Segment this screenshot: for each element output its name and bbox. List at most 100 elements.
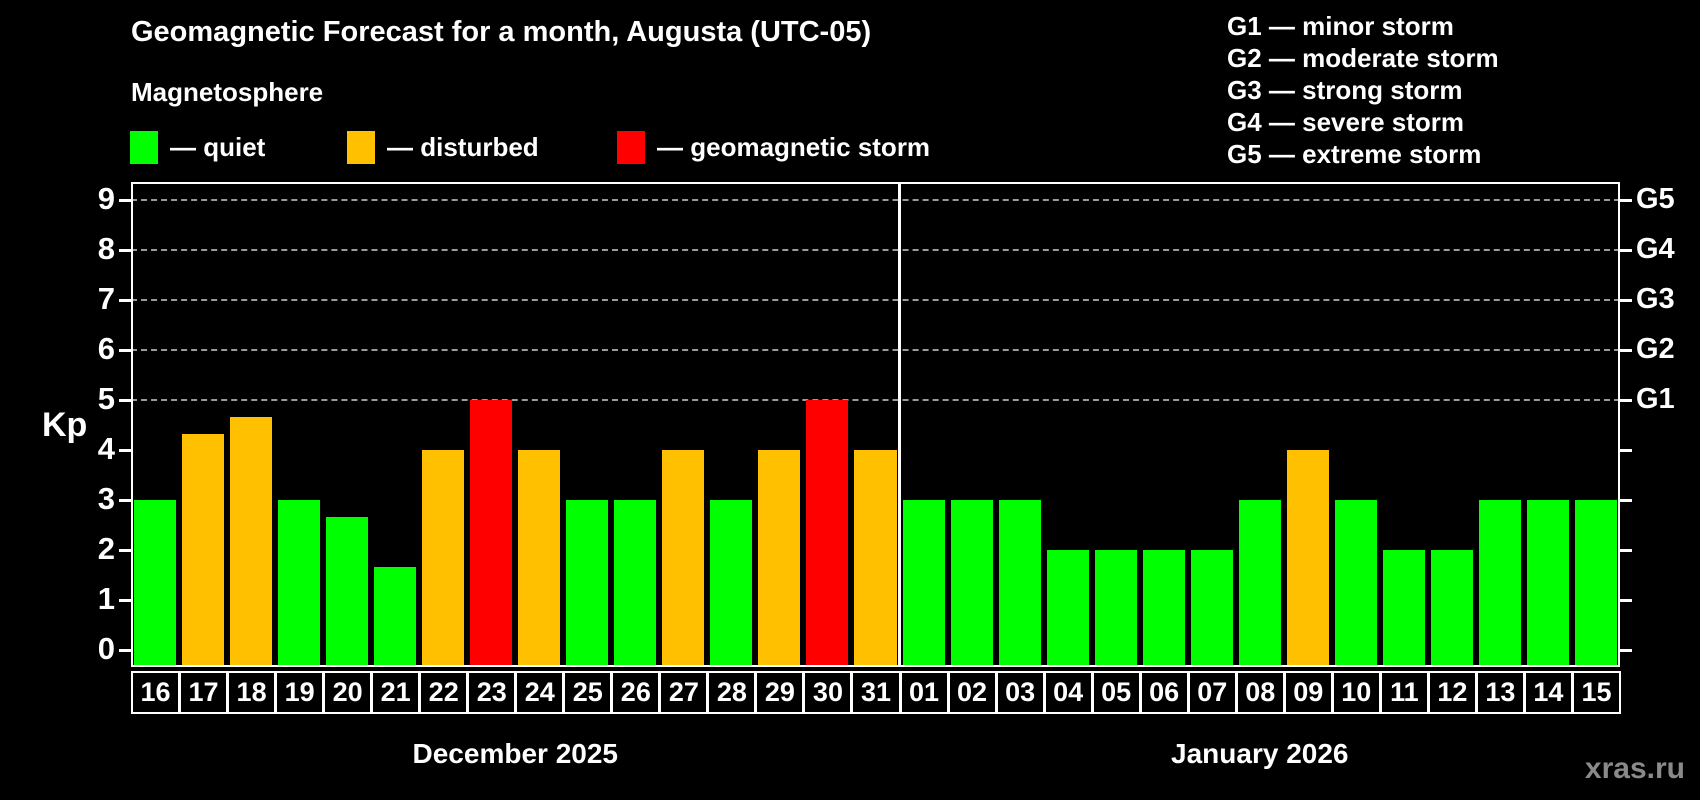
kp-bar-18 xyxy=(230,416,273,667)
day-label-27: 27 xyxy=(659,671,709,714)
left-axis-tick xyxy=(119,498,131,502)
day-label-06: 06 xyxy=(1139,671,1189,714)
kp-bar-25 xyxy=(566,500,609,667)
day-label-09: 09 xyxy=(1283,671,1333,714)
legend-item-label: — quiet xyxy=(170,131,266,162)
y-tick-label-2: 2 xyxy=(97,531,115,566)
y-axis-label-kp: Kp xyxy=(42,406,88,444)
kp-bar-06 xyxy=(1142,550,1185,667)
gridline-kp6 xyxy=(131,349,1620,351)
kp-bar-16 xyxy=(134,500,177,667)
legend-heading: Magnetosphere xyxy=(131,77,324,107)
kp-bar-17 xyxy=(182,433,225,667)
kp-bar-07 xyxy=(1190,550,1233,667)
kp-bar-22 xyxy=(422,450,465,667)
left-axis-tick xyxy=(119,398,131,402)
month-separator-line xyxy=(898,182,902,667)
y-tick-label-4: 4 xyxy=(97,431,115,466)
kp-bar-29 xyxy=(758,450,801,667)
legend-item-disturbed: — disturbed xyxy=(347,130,539,164)
right-axis-tick xyxy=(1620,198,1632,202)
storm-scale-item: G5 — extreme storm xyxy=(1227,139,1482,169)
day-label-12: 12 xyxy=(1427,671,1477,714)
kp-bar-08 xyxy=(1238,500,1281,667)
legend-item-storm: — geomagnetic storm xyxy=(617,130,930,164)
right-axis-tick xyxy=(1620,298,1632,302)
storm-scale-item: G1 — minor storm xyxy=(1227,11,1454,41)
kp-bar-09 xyxy=(1286,450,1329,667)
day-label-02: 02 xyxy=(947,671,997,714)
day-label-03: 03 xyxy=(995,671,1045,714)
g-scale-label-G4: G4 xyxy=(1636,233,1675,265)
right-axis-tick xyxy=(1620,448,1632,452)
watermark: xras.ru xyxy=(1584,752,1685,785)
day-label-08: 08 xyxy=(1235,671,1285,714)
y-tick-label-7: 7 xyxy=(97,281,115,316)
day-label-16: 16 xyxy=(131,671,181,714)
kp-bar-24 xyxy=(518,450,561,667)
left-axis-tick xyxy=(119,298,131,302)
kp-bar-15 xyxy=(1574,500,1617,667)
day-label-05: 05 xyxy=(1091,671,1141,714)
kp-bar-27 xyxy=(662,450,705,667)
y-tick-label-8: 8 xyxy=(97,231,115,266)
quiet-color-swatch xyxy=(130,130,158,164)
kp-bar-14 xyxy=(1526,500,1569,667)
day-label-26: 26 xyxy=(611,671,661,714)
kp-bar-13 xyxy=(1478,500,1521,667)
y-tick-label-5: 5 xyxy=(97,381,115,416)
kp-bar-30 xyxy=(806,400,849,667)
storm-scale-item: G2 — moderate storm xyxy=(1227,43,1499,73)
day-label-23: 23 xyxy=(467,671,517,714)
day-label-29: 29 xyxy=(755,671,805,714)
left-axis-tick xyxy=(119,598,131,602)
kp-bar-01 xyxy=(902,500,945,667)
kp-bar-31 xyxy=(854,450,897,667)
right-axis-tick xyxy=(1620,598,1632,602)
disturbed-color-swatch xyxy=(347,130,375,164)
day-label-25: 25 xyxy=(563,671,613,714)
day-label-17: 17 xyxy=(179,671,229,714)
day-label-15: 15 xyxy=(1571,671,1621,714)
day-label-31: 31 xyxy=(851,671,901,714)
day-label-28: 28 xyxy=(707,671,757,714)
right-axis-tick xyxy=(1620,348,1632,352)
day-label-14: 14 xyxy=(1523,671,1573,714)
plot-frame xyxy=(131,182,1620,667)
day-label-24: 24 xyxy=(515,671,565,714)
left-axis-tick xyxy=(119,198,131,202)
right-axis-tick xyxy=(1620,648,1632,652)
kp-bar-05 xyxy=(1094,550,1137,667)
day-label-01: 01 xyxy=(899,671,949,714)
g-scale-label-G1: G1 xyxy=(1636,383,1675,415)
left-axis-tick xyxy=(119,448,131,452)
kp-bar-10 xyxy=(1334,500,1377,667)
day-label-22: 22 xyxy=(419,671,469,714)
g-scale-label-G5: G5 xyxy=(1636,183,1675,215)
kp-bar-23 xyxy=(470,400,513,667)
day-label-13: 13 xyxy=(1475,671,1525,714)
y-tick-label-6: 6 xyxy=(97,331,115,366)
right-axis-tick xyxy=(1620,248,1632,252)
right-axis-tick xyxy=(1620,548,1632,552)
storm-scale-item: G4 — severe storm xyxy=(1227,107,1465,137)
gridline-kp5 xyxy=(131,399,1620,401)
day-label-04: 04 xyxy=(1043,671,1093,714)
day-label-07: 07 xyxy=(1187,671,1237,714)
kp-bar-03 xyxy=(998,500,1041,667)
gridline-kp9 xyxy=(131,199,1620,201)
kp-bar-20 xyxy=(326,516,369,667)
left-axis-tick xyxy=(119,348,131,352)
month-label: January 2026 xyxy=(1171,738,1349,769)
gridline-kp8 xyxy=(131,249,1620,251)
month-label: December 2025 xyxy=(412,738,618,769)
gridline-kp7 xyxy=(131,299,1620,301)
y-tick-label-0: 0 xyxy=(97,631,115,666)
left-axis-tick xyxy=(119,548,131,552)
kp-bar-12 xyxy=(1430,550,1473,667)
kp-bar-02 xyxy=(950,500,993,667)
day-label-19: 19 xyxy=(275,671,325,714)
g-scale-label-G2: G2 xyxy=(1636,333,1675,365)
y-tick-label-1: 1 xyxy=(97,581,115,616)
kp-bar-04 xyxy=(1046,550,1089,667)
